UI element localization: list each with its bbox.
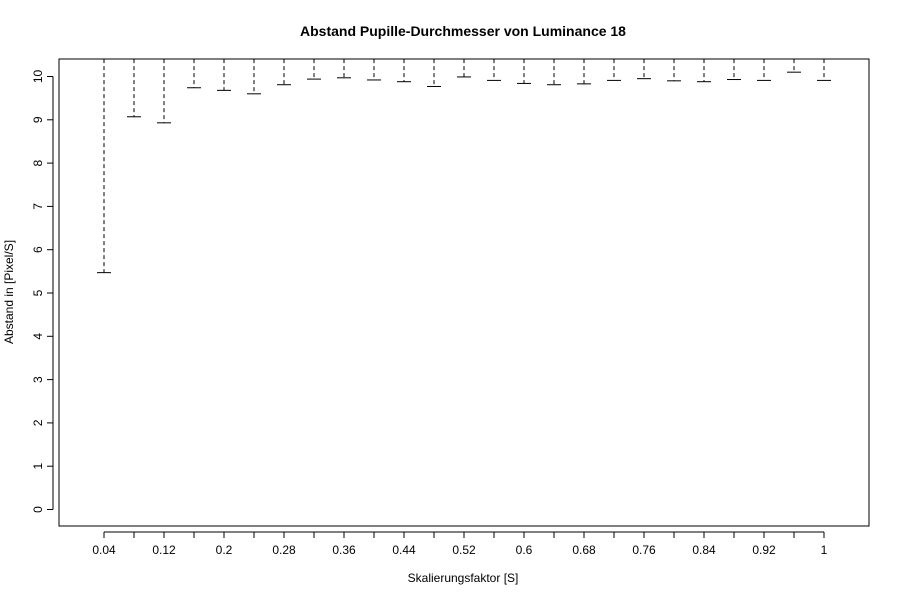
x-tick-label: 0.2 xyxy=(216,543,233,557)
x-tick-label: 0.36 xyxy=(332,543,356,557)
x-tick-label: 0.52 xyxy=(452,543,476,557)
y-tick-label: 2 xyxy=(31,419,45,426)
y-tick-label: 1 xyxy=(31,463,45,470)
y-tick-label: 8 xyxy=(31,159,45,166)
x-tick-label: 0.76 xyxy=(632,543,656,557)
y-tick-label: 9 xyxy=(31,116,45,123)
x-tick-label: 0.04 xyxy=(92,543,116,557)
x-tick-label: 0.84 xyxy=(692,543,716,557)
y-tick-label: 5 xyxy=(31,289,45,296)
y-tick-label: 4 xyxy=(31,333,45,340)
x-tick-label: 0.92 xyxy=(752,543,776,557)
y-tick-label: 3 xyxy=(31,376,45,383)
plot-frame xyxy=(58,58,870,527)
x-tick-label: 0.6 xyxy=(516,543,533,557)
y-tick-label: 6 xyxy=(31,246,45,253)
y-tick-label: 0 xyxy=(31,506,45,513)
y-axis-label: Abstand in [Pixel/S] xyxy=(2,240,16,344)
x-tick-label: 1 xyxy=(821,543,828,557)
y-tick-label: 10 xyxy=(31,70,45,84)
x-tick-label: 0.68 xyxy=(572,543,596,557)
chart-title: Abstand Pupille-Durchmesser von Luminanc… xyxy=(300,23,626,39)
y-axis: 0 1 2 3 4 5 6 7 8 9 10 xyxy=(31,70,54,513)
x-axis: 0.04 0.12 0.2 0.28 0.36 0.44 0.52 0.6 0.68 0.76 0.… xyxy=(92,531,828,557)
x-tick-label: 0.44 xyxy=(392,543,416,557)
y-tick-label: 7 xyxy=(31,203,45,210)
x-tick-label: 0.12 xyxy=(152,543,176,557)
data-marks xyxy=(97,59,831,274)
x-tick-label: 0.28 xyxy=(272,543,296,557)
x-axis-label: Skalierungsfaktor [S] xyxy=(408,571,519,585)
